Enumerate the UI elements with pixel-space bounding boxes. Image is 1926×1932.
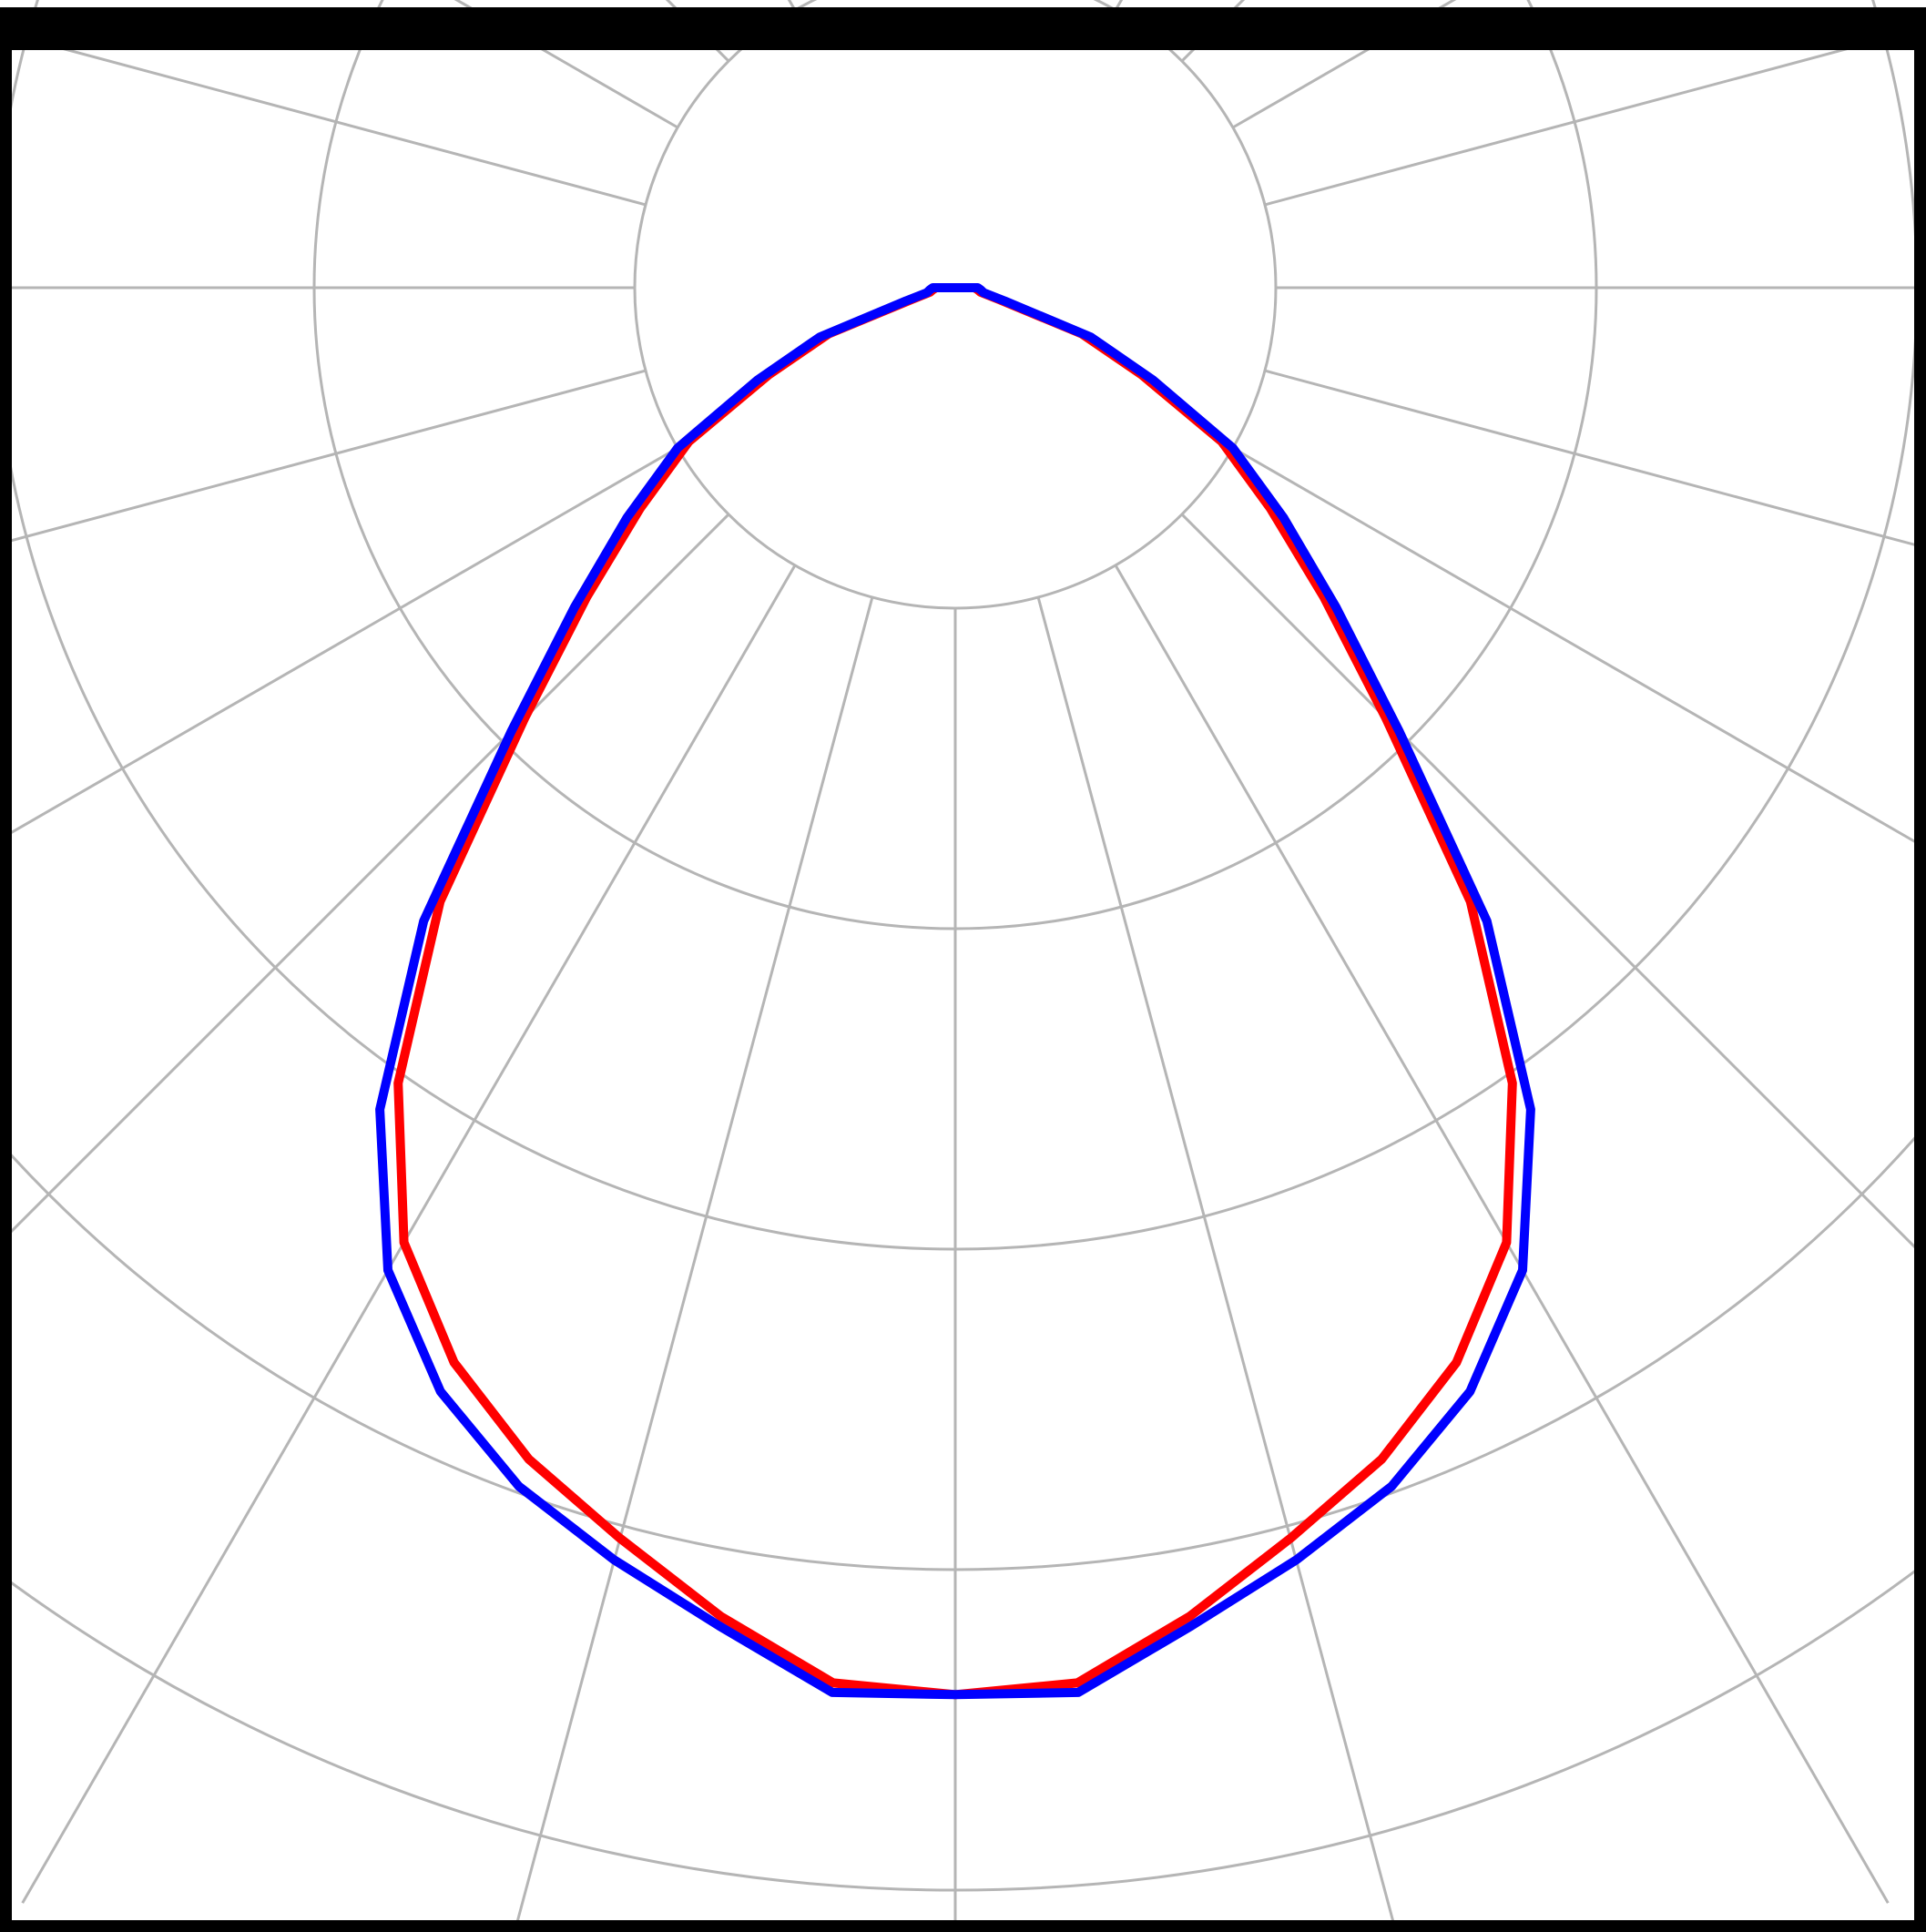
grid-radial-345deg <box>513 596 874 1932</box>
grid-radial-105deg <box>1264 25 1926 207</box>
grid-radial-60deg <box>1232 446 1926 850</box>
grid-ring-400 <box>0 1123 1926 1571</box>
grid-radial-30deg <box>1114 564 1890 1904</box>
frame-right <box>1914 7 1926 1932</box>
frame-bottom <box>0 1920 1926 1932</box>
frame-left <box>0 7 12 1932</box>
frame-border <box>0 7 1926 1932</box>
blue-curve-plane-C90-C270 <box>375 283 1535 1700</box>
grid-radial-255deg <box>0 30 647 207</box>
grid-radial-300deg <box>0 446 678 841</box>
grid-radial-15deg <box>1036 596 1398 1932</box>
grid-radial-285deg <box>0 369 647 545</box>
grid-radial-315deg <box>0 513 730 1246</box>
grid-radial-45deg <box>1180 513 1926 1261</box>
grid-ring-100 <box>633 0 1278 610</box>
frame-top <box>0 7 1926 50</box>
grid-radial-75deg <box>1264 369 1926 550</box>
grid-radial-330deg <box>21 564 797 1904</box>
grid-ring-300 <box>0 0 1919 1251</box>
intensity-curves <box>375 283 1535 1700</box>
